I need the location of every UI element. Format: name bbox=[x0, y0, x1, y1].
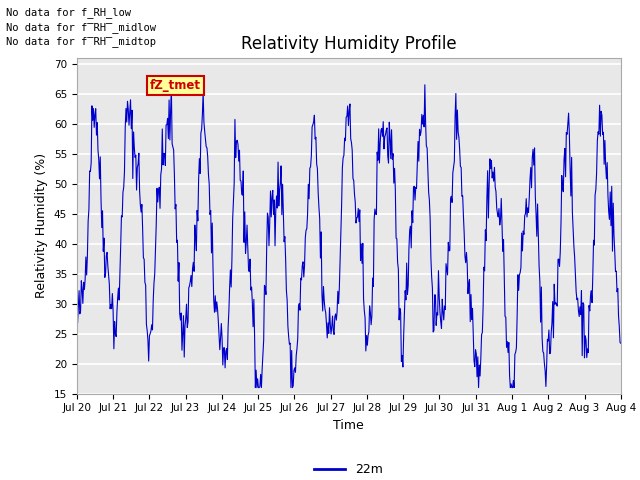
Title: Relativity Humidity Profile: Relativity Humidity Profile bbox=[241, 35, 456, 53]
Text: No data for f̅RH̅_midtop: No data for f̅RH̅_midtop bbox=[6, 36, 156, 47]
Text: fZ_tmet: fZ_tmet bbox=[150, 79, 201, 93]
Text: No data for f_RH_low: No data for f_RH_low bbox=[6, 7, 131, 18]
Y-axis label: Relativity Humidity (%): Relativity Humidity (%) bbox=[35, 153, 48, 298]
Text: No data for f̅RH̅_midlow: No data for f̅RH̅_midlow bbox=[6, 22, 156, 33]
Legend: 22m: 22m bbox=[309, 458, 388, 480]
X-axis label: Time: Time bbox=[333, 419, 364, 432]
